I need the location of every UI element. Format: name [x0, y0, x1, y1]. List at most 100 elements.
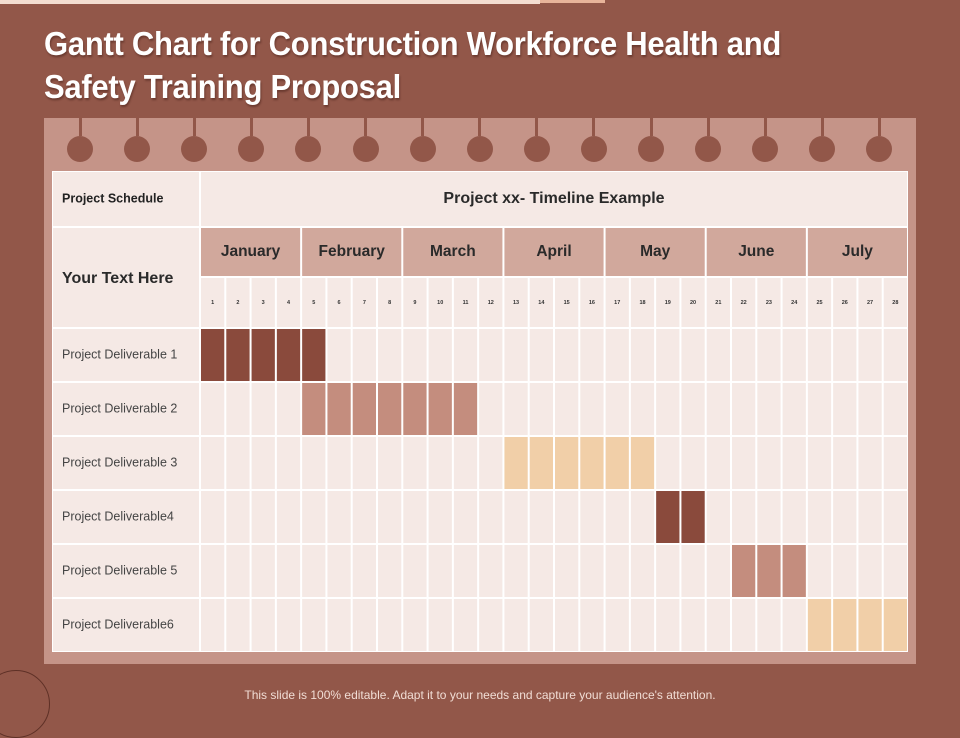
- top-accent-line: [0, 0, 540, 4]
- month-header-cell: [504, 228, 604, 276]
- task-bar-cell: [529, 437, 553, 489]
- task-bar-cell: [403, 383, 427, 435]
- timeline-cell: [352, 599, 376, 651]
- binder-hole: [352, 136, 379, 162]
- week-cell: [378, 278, 402, 327]
- week-cell: [782, 278, 806, 327]
- week-number: 4: [287, 300, 291, 306]
- timeline-cell: [453, 491, 478, 543]
- binder-hole: [809, 136, 836, 162]
- task-bar-cell: [378, 383, 402, 435]
- timeline-cell: [479, 599, 503, 651]
- timeline-cell: [883, 491, 907, 543]
- week-number: 26: [842, 300, 848, 306]
- week-cell: [352, 278, 376, 327]
- timeline-cell: [226, 545, 250, 597]
- timeline-cell: [302, 599, 326, 651]
- timeline-cell: [479, 545, 503, 597]
- timeline-cell: [807, 437, 832, 489]
- timeline-cell: [580, 545, 604, 597]
- week-cell: [732, 278, 756, 327]
- timeline-cell: [201, 545, 225, 597]
- binder-hole: [466, 136, 493, 162]
- binder-ring: [192, 118, 196, 136]
- task-bar-cell: [807, 599, 832, 651]
- timeline-cell: [706, 599, 730, 651]
- slide-title: Gantt Chart for Construction Workforce H…: [44, 25, 782, 105]
- task-label-cell: [53, 329, 199, 381]
- binder-hole: [124, 136, 151, 162]
- timeline-cell: [656, 383, 680, 435]
- timeline-cell: [403, 491, 427, 543]
- timeline-cell: [504, 491, 528, 543]
- timeline-cell: [630, 491, 655, 543]
- timeline-cell: [555, 491, 579, 543]
- month-label: April: [536, 243, 571, 260]
- binder-ring: [421, 118, 425, 136]
- task-bar-cell: [580, 437, 604, 489]
- week-cell: [883, 278, 907, 327]
- timeline-cell: [201, 491, 225, 543]
- binder-hole: [409, 136, 436, 162]
- binder-ring: [592, 118, 596, 136]
- week-number: 10: [437, 300, 443, 306]
- month-header-cell: [605, 228, 705, 276]
- timeline-cell: [605, 491, 629, 543]
- timeline-cell: [807, 545, 832, 597]
- timeline-cell: [807, 329, 832, 381]
- timeline-cell: [428, 545, 452, 597]
- binder-ring: [706, 118, 710, 136]
- timeline-cell: [858, 545, 882, 597]
- task-label-cell: [53, 437, 199, 489]
- week-number: 21: [715, 300, 721, 306]
- timeline-cell: [251, 437, 275, 489]
- timeline-cell: [706, 383, 730, 435]
- timeline-cell: [453, 599, 478, 651]
- month-header-cell: [302, 228, 402, 276]
- timeline-cell: [428, 329, 452, 381]
- task-bar-cell: [605, 437, 629, 489]
- timeline-cell: [782, 383, 806, 435]
- timeline-cell: [580, 599, 604, 651]
- task-label: Project Deliverable 2: [62, 401, 177, 415]
- timeline-cell: [378, 329, 402, 381]
- timeline-cell: [479, 383, 503, 435]
- timeline-cell: [302, 545, 326, 597]
- timeline-cell: [352, 545, 376, 597]
- task-bar-cell: [757, 545, 781, 597]
- timeline-cell: [883, 545, 907, 597]
- binder-hole: [295, 136, 322, 162]
- timeline-cell: [605, 545, 629, 597]
- week-number: 16: [589, 300, 595, 306]
- timeline-cell: [681, 383, 705, 435]
- timeline-cell: [555, 599, 579, 651]
- task-bar-cell: [428, 383, 452, 435]
- timeline-cell: [327, 437, 351, 489]
- binder-hole: [580, 136, 607, 162]
- timeline-cell: [276, 437, 301, 489]
- timeline-cell: [453, 329, 478, 381]
- timeline-cell: [732, 491, 756, 543]
- timeline-cell: [706, 545, 730, 597]
- binder-hole: [638, 136, 664, 162]
- week-cell: [656, 278, 680, 327]
- week-number: 15: [564, 300, 570, 306]
- timeline-cell: [378, 437, 402, 489]
- timeline-cell: [327, 599, 351, 651]
- week-number: 8: [388, 300, 391, 306]
- binder-ring: [478, 118, 482, 136]
- timeline-cell: [656, 599, 680, 651]
- timeline-cell: [251, 491, 275, 543]
- timeline-cell: [403, 329, 427, 381]
- task-bar-cell: [504, 437, 528, 489]
- timeline-title: Project xx- Timeline Example: [443, 190, 664, 207]
- timeline-cell: [630, 329, 655, 381]
- week-cell: [428, 278, 452, 327]
- task-label-cell: [53, 599, 199, 651]
- timeline-cell: [428, 599, 452, 651]
- timeline-cell: [529, 329, 553, 381]
- timeline-cell: [251, 383, 275, 435]
- timeline-cell: [858, 329, 882, 381]
- binder-ring: [135, 118, 139, 136]
- task-bar-cell: [352, 383, 376, 435]
